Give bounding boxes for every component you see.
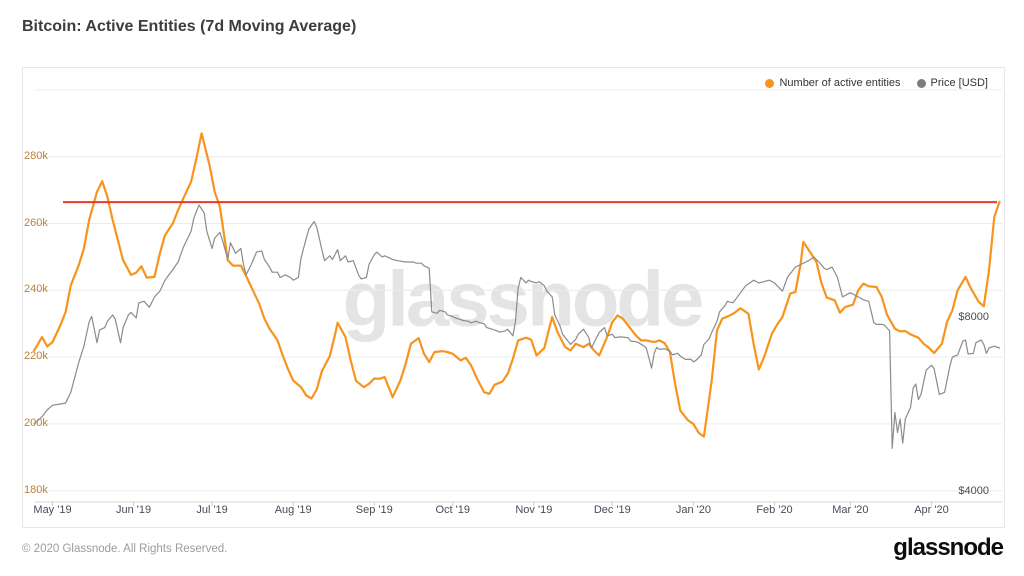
legend-item-active-entities[interactable]: Number of active entities	[765, 77, 901, 89]
x-axis-tick-label: Dec '19	[593, 504, 631, 516]
chart-title: Bitcoin: Active Entities (7d Moving Aver…	[22, 18, 357, 35]
x-axis-tick-label: Feb '20	[756, 504, 793, 516]
series-line-price[interactable]	[33, 204, 1001, 449]
glassnode-watermark: glassnode	[342, 254, 705, 343]
y-axis-left-tick-label: 180k	[24, 483, 48, 496]
y-axis-left-tick-label: 240k	[24, 283, 48, 296]
y-axis-left-tick-label: 260k	[24, 216, 48, 229]
x-axis-tick-label: May '19	[33, 504, 72, 516]
legend-label-price: Price [USD]	[930, 77, 988, 89]
y-axis-left-tick-label: 280k	[24, 149, 48, 162]
x-axis-tick-label: Aug '19	[274, 504, 312, 516]
y-axis-left-tick-label: 200k	[24, 416, 48, 429]
y-axis-left-tick-label: 220k	[24, 350, 48, 363]
x-axis-tick-label: Apr '20	[914, 504, 949, 516]
legend-marker-price-icon	[916, 78, 926, 88]
x-axis-tick-label: Nov '19	[515, 504, 553, 516]
legend-marker-entities-icon	[765, 78, 775, 88]
legend-item-price[interactable]: Price [USD]	[916, 77, 988, 89]
chart-legend: Number of active entities Price [USD]	[765, 77, 988, 89]
y-axis-right-tick-label: $8000	[958, 311, 989, 323]
x-axis-tick-label: Mar '20	[832, 504, 869, 516]
chart-card	[22, 67, 1005, 528]
legend-label-entities: Number of active entities	[779, 77, 901, 89]
x-axis-tick-label: Oct '19	[435, 504, 470, 516]
y-axis-right-tick-label: $4000	[958, 485, 989, 497]
series-line-active-entities[interactable]	[33, 132, 1001, 438]
x-axis-tick-label: Sep '19	[355, 504, 393, 516]
x-axis-tick-label: Jun '19	[116, 504, 152, 516]
copyright-text: © 2020 Glassnode. All Rights Reserved.	[22, 543, 228, 555]
x-axis-tick-label: Jul '19	[196, 504, 228, 516]
x-axis-tick-label: Jan '20	[675, 504, 711, 516]
glassnode-logo: glassnode	[893, 534, 1004, 561]
